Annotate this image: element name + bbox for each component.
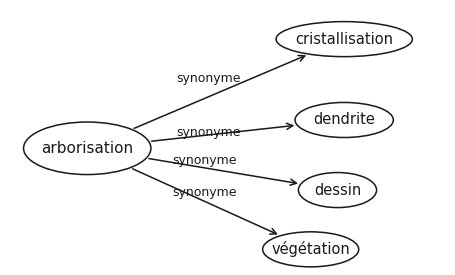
Ellipse shape	[275, 22, 411, 57]
Text: dessin: dessin	[313, 183, 360, 197]
Ellipse shape	[24, 122, 151, 175]
Text: arborisation: arborisation	[41, 141, 133, 156]
Text: synonyme: synonyme	[172, 154, 236, 167]
Text: cristallisation: cristallisation	[294, 32, 392, 47]
Text: synonyme: synonyme	[176, 126, 241, 139]
Ellipse shape	[262, 232, 358, 267]
Text: végétation: végétation	[271, 241, 349, 257]
Text: synonyme: synonyme	[176, 72, 241, 85]
Ellipse shape	[294, 103, 393, 138]
Text: dendrite: dendrite	[313, 112, 374, 128]
Ellipse shape	[298, 172, 376, 208]
Text: synonyme: synonyme	[172, 186, 236, 199]
